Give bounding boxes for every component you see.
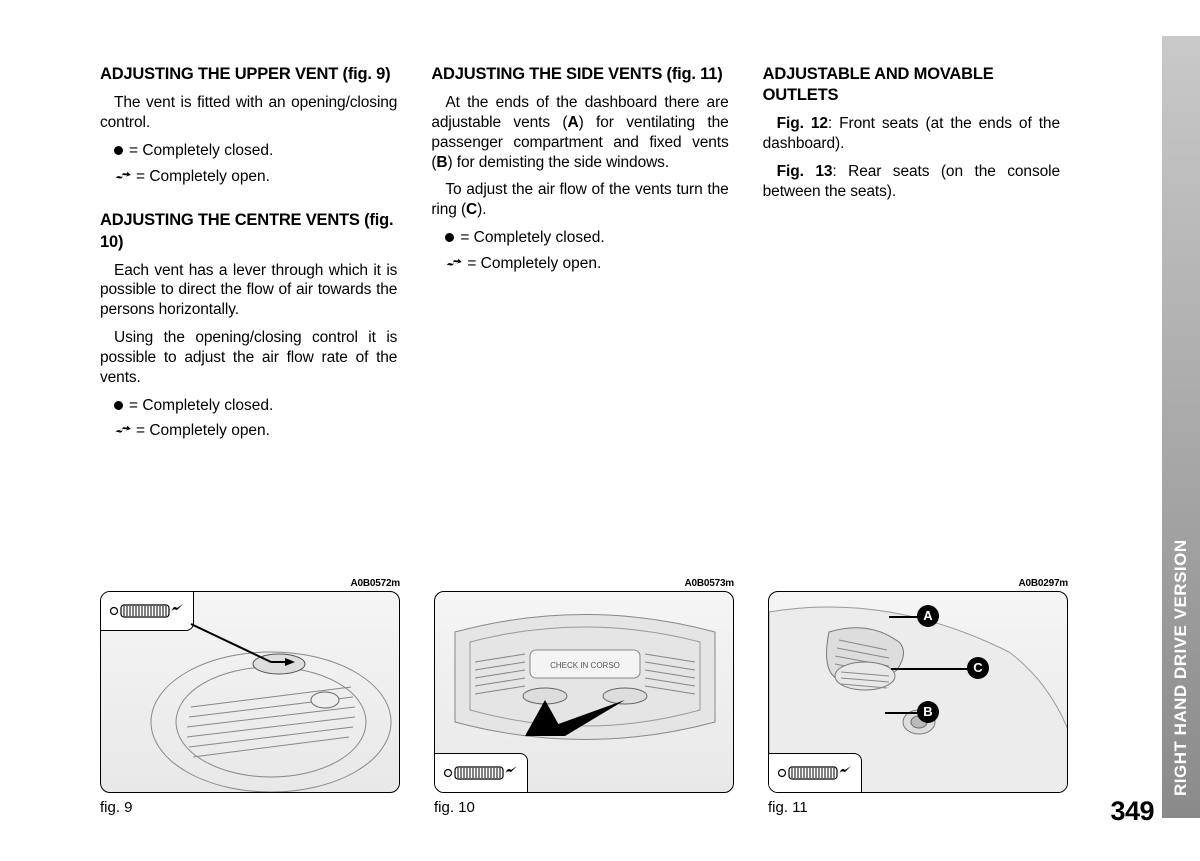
figure-11-image: A C B xyxy=(768,591,1068,793)
callout-line xyxy=(891,668,969,670)
heading-centre-vents: ADJUSTING THE CENTRE VENTS (fig. 10) xyxy=(100,210,397,252)
heading-outlets: ADJUSTABLE AND MOVABLE OUTLETS xyxy=(763,64,1060,106)
bullet-open-label-2: = Completely open. xyxy=(136,421,270,441)
para-side-2: To adjust the air flow of the vents turn… xyxy=(431,180,728,220)
callout-c: C xyxy=(967,657,989,679)
figure-11: A0B0297m A C B xyxy=(768,578,1068,816)
bullet-closed-label-3: = Completely closed. xyxy=(460,228,604,248)
figure-9-drawing xyxy=(101,592,400,793)
bullet-open: = Completely open. xyxy=(114,167,397,187)
callout-b: B xyxy=(917,701,939,723)
bullet-closed-label: = Completely closed. xyxy=(129,141,273,161)
figure-10-inset xyxy=(435,753,528,792)
bullet-open-label: = Completely open. xyxy=(136,167,270,187)
fan-icon xyxy=(445,255,465,275)
fan-icon xyxy=(114,422,134,442)
column-3: ADJUSTABLE AND MOVABLE OUTLETS Fig. 12: … xyxy=(763,64,1060,447)
figure-9: A0B0572m xyxy=(100,578,400,816)
callout-line xyxy=(885,712,921,714)
figure-9-caption: fig. 9 xyxy=(100,799,400,816)
figure-10: A0B0573m CHECK IN CORSO xyxy=(434,578,734,816)
bullet-closed-label-2: = Completely closed. xyxy=(129,396,273,416)
callout-a: A xyxy=(917,605,939,627)
section-tab-label: RIGHT HAND DRIVE VERSION xyxy=(1162,36,1200,796)
figure-11-inset xyxy=(769,753,862,792)
svg-text:CHECK IN CORSO: CHECK IN CORSO xyxy=(550,661,620,670)
section-tab: RIGHT HAND DRIVE VERSION xyxy=(1162,36,1200,818)
bullet-closed-3: = Completely closed. xyxy=(445,228,728,248)
figure-11-code: A0B0297m xyxy=(768,578,1068,589)
bullet-closed: = Completely closed. xyxy=(114,141,397,161)
column-2: ADJUSTING THE SIDE VENTS (fig. 11) At th… xyxy=(431,64,728,447)
page-number: 349 xyxy=(1110,796,1154,827)
dot-icon xyxy=(114,146,123,155)
para-upper-vent: The vent is fitted with an opening/closi… xyxy=(100,93,397,133)
figure-9-code: A0B0572m xyxy=(100,578,400,589)
figure-9-image xyxy=(100,591,400,793)
figure-10-caption: fig. 10 xyxy=(434,799,734,816)
text-columns: ADJUSTING THE UPPER VENT (fig. 9) The ve… xyxy=(100,64,1060,447)
figure-10-image: CHECK IN CORSO xyxy=(434,591,734,793)
para-outlets-2: Fig. 13: Rear seats (on the console betw… xyxy=(763,162,1060,202)
heading-upper-vent: ADJUSTING THE UPPER VENT (fig. 9) xyxy=(100,64,397,85)
grille-icon xyxy=(775,760,853,786)
grille-icon xyxy=(441,760,519,786)
bullet-open-2: = Completely open. xyxy=(114,421,397,441)
dot-icon xyxy=(445,233,454,242)
figure-11-caption: fig. 11 xyxy=(768,799,1068,816)
bullet-open-3: = Completely open. xyxy=(445,254,728,274)
para-side-1: At the ends of the dashboard there are a… xyxy=(431,93,728,172)
heading-side-vents: ADJUSTING THE SIDE VENTS (fig. 11) xyxy=(431,64,728,85)
dot-icon xyxy=(114,401,123,410)
figures-row: A0B0572m xyxy=(100,578,1068,816)
para-centre-2: Using the opening/closing control it is … xyxy=(100,328,397,387)
para-outlets-1: Fig. 12: Front seats (at the ends of the… xyxy=(763,114,1060,154)
bullet-closed-2: = Completely closed. xyxy=(114,396,397,416)
column-1: ADJUSTING THE UPPER VENT (fig. 9) The ve… xyxy=(100,64,397,447)
figure-10-code: A0B0573m xyxy=(434,578,734,589)
para-centre-1: Each vent has a lever through which it i… xyxy=(100,261,397,320)
bullet-open-label-3: = Completely open. xyxy=(467,254,601,274)
fan-icon xyxy=(114,168,134,188)
